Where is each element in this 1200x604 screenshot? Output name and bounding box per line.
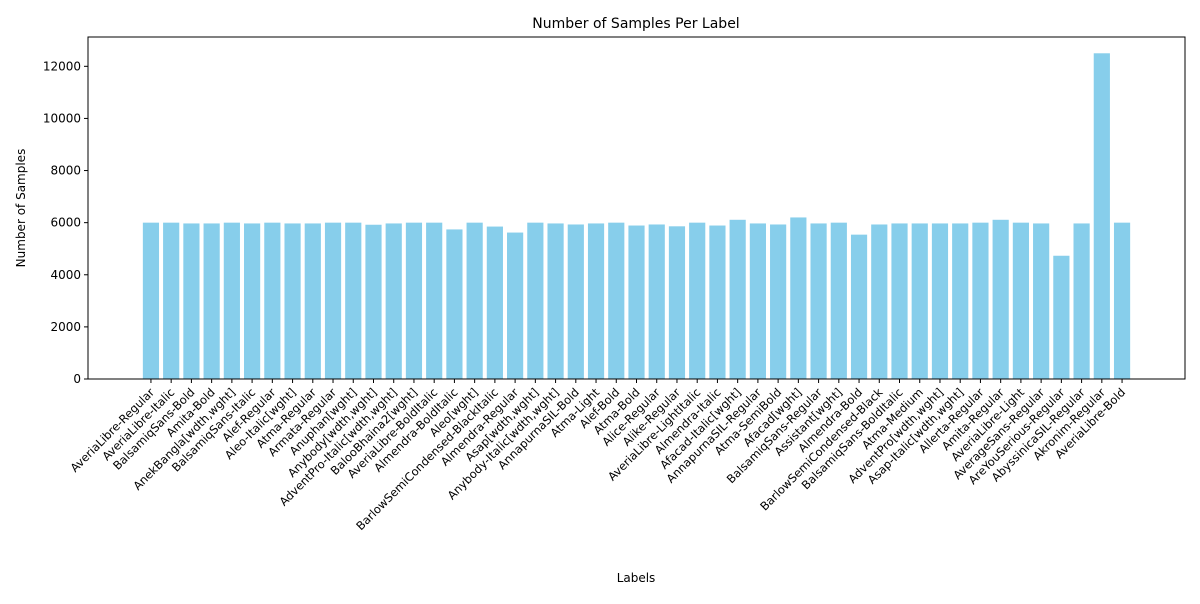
- bar: [992, 219, 1009, 379]
- bar: [1033, 223, 1050, 379]
- bar: [729, 219, 746, 379]
- y-axis-label: Number of Samples: [14, 149, 28, 268]
- bar: [972, 222, 989, 379]
- y-tick-label: 12000: [43, 59, 81, 73]
- bar: [203, 223, 220, 379]
- bar: [911, 223, 928, 379]
- x-axis-label: Labels: [617, 571, 656, 585]
- bar: [426, 222, 443, 379]
- bar: [952, 223, 969, 379]
- bar: [163, 222, 180, 379]
- bar: [790, 217, 807, 379]
- bar: [628, 225, 645, 379]
- bar: [446, 229, 463, 379]
- bar: [871, 224, 888, 379]
- bar: [1053, 255, 1070, 379]
- bar: [142, 222, 160, 379]
- bar: [810, 223, 827, 379]
- bar: [183, 223, 200, 379]
- bar: [1113, 222, 1131, 379]
- y-axis: 0 2000 4000 6000 8000 10000 12000: [43, 59, 88, 386]
- bar: [587, 223, 605, 379]
- bar: [345, 222, 362, 379]
- bar: [1073, 223, 1090, 379]
- y-tick-label: 2000: [50, 320, 81, 334]
- bar: [850, 234, 868, 379]
- bar: [527, 222, 544, 379]
- bar: [244, 223, 261, 379]
- y-tick-label: 4000: [50, 268, 81, 282]
- bar: [770, 224, 787, 379]
- chart-title: Number of Samples Per Label: [532, 16, 739, 32]
- y-tick-label: 10000: [43, 111, 81, 125]
- bar: [709, 225, 726, 379]
- bar: [830, 222, 847, 379]
- bar: [931, 223, 949, 379]
- bar: [223, 222, 240, 379]
- bar: [405, 222, 423, 379]
- bar: [486, 226, 503, 379]
- bar: [324, 222, 342, 379]
- bar: [1093, 53, 1110, 380]
- bar: [507, 232, 524, 379]
- bar: [567, 224, 584, 379]
- y-tick-label: 8000: [50, 164, 81, 178]
- bar: [608, 222, 625, 379]
- bar: [891, 223, 908, 379]
- bar: [264, 222, 281, 379]
- bar: [365, 224, 382, 379]
- bar: [668, 226, 686, 379]
- bars-group: [142, 53, 1131, 380]
- x-axis: AveriaLibre-RegularAveriaLibre-ItalicBal…: [67, 379, 1128, 533]
- bar: [466, 222, 483, 379]
- y-tick-label: 6000: [50, 216, 81, 230]
- y-tick-label: 0: [73, 372, 81, 386]
- bar: [749, 223, 766, 379]
- bar: [1012, 222, 1029, 379]
- bar: [304, 223, 321, 379]
- bar: [284, 223, 301, 379]
- bar: [547, 223, 564, 379]
- bar: [648, 224, 665, 379]
- bar: [689, 222, 706, 379]
- bar: [385, 223, 402, 379]
